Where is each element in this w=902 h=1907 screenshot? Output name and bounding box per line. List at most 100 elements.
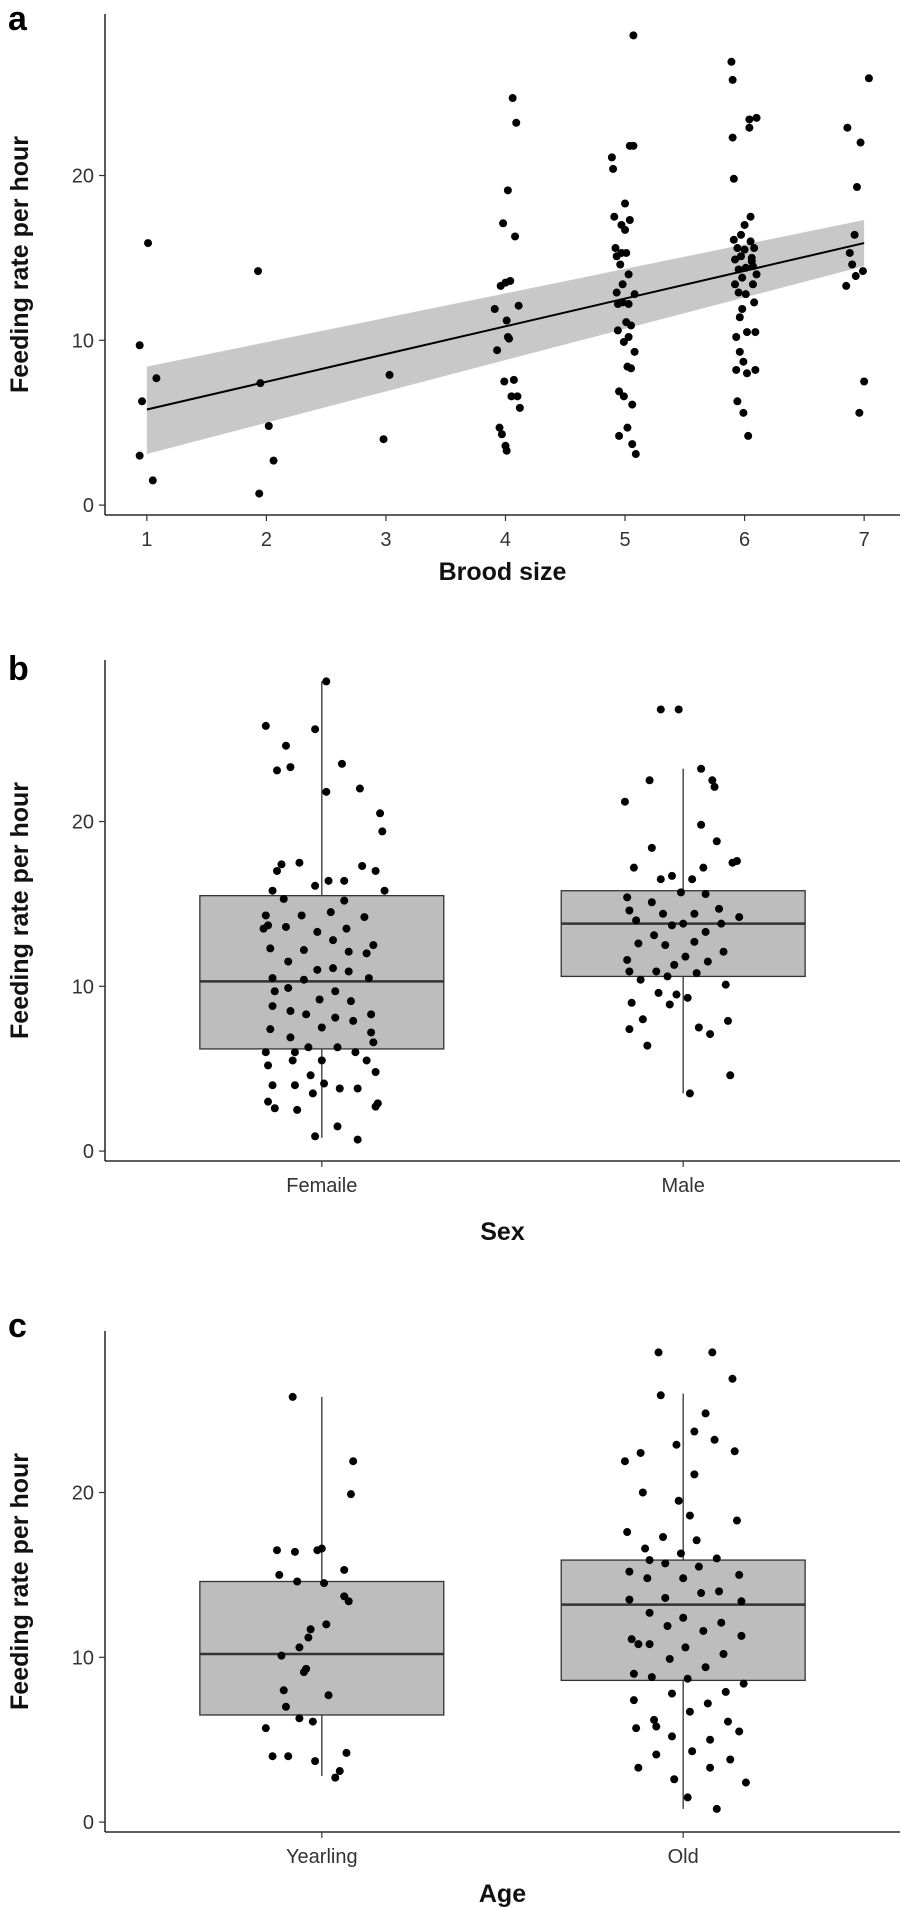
data-point — [701, 927, 710, 936]
data-point — [259, 924, 268, 933]
data-point — [509, 375, 518, 384]
data-point — [638, 1015, 647, 1024]
data-point — [622, 248, 631, 257]
data-point — [645, 776, 654, 785]
data-point — [329, 936, 338, 945]
data-point — [647, 843, 656, 852]
data-point — [277, 860, 286, 869]
data-point — [266, 1025, 275, 1034]
data-point — [281, 741, 290, 750]
data-point — [739, 357, 748, 366]
y-axis-title: Feeding rate per hour — [6, 782, 34, 1039]
data-point — [311, 1132, 320, 1141]
data-point — [739, 408, 748, 417]
data-point — [697, 1589, 706, 1598]
data-point — [685, 1511, 694, 1520]
data-point — [311, 725, 320, 734]
data-point — [650, 1715, 659, 1724]
data-point — [624, 270, 633, 279]
data-point — [313, 927, 322, 936]
data-point — [692, 1536, 701, 1545]
data-point — [661, 941, 670, 950]
data-point — [688, 875, 697, 884]
data-point — [493, 346, 502, 355]
data-point — [629, 1696, 638, 1705]
data-point — [690, 1427, 699, 1436]
data-point — [295, 858, 304, 867]
data-point — [275, 1570, 284, 1579]
data-point — [367, 1010, 376, 1019]
data-point — [342, 1748, 351, 1757]
data-point — [710, 1435, 719, 1444]
data-point — [741, 290, 750, 299]
data-point — [623, 423, 632, 432]
data-point — [685, 1707, 694, 1716]
data-point — [627, 998, 636, 1007]
data-point — [379, 435, 388, 444]
data-point — [152, 374, 161, 383]
data-point — [629, 863, 638, 872]
x-axis-title: Brood size — [439, 558, 567, 586]
data-point — [726, 1755, 735, 1764]
data-point — [261, 721, 270, 730]
box-iqr — [560, 890, 806, 978]
data-point — [701, 890, 710, 899]
data-point — [699, 1626, 708, 1635]
data-point — [264, 1061, 273, 1070]
data-point — [674, 705, 683, 714]
data-point — [661, 1559, 670, 1568]
data-point — [676, 1549, 685, 1558]
data-point — [277, 1651, 286, 1660]
data-point — [302, 1664, 311, 1673]
data-point — [506, 276, 515, 285]
data-point — [500, 377, 509, 386]
data-point — [135, 451, 144, 460]
data-point — [279, 1686, 288, 1695]
data-point — [304, 1633, 313, 1642]
data-point — [663, 972, 672, 981]
data-point — [632, 916, 641, 925]
data-point — [497, 430, 506, 439]
data-point — [619, 392, 628, 401]
data-point — [380, 886, 389, 895]
data-point — [349, 1457, 358, 1466]
data-point — [852, 183, 861, 192]
data-point — [268, 886, 277, 895]
data-point — [270, 1104, 279, 1113]
data-point — [628, 400, 637, 409]
data-point — [636, 1448, 645, 1457]
data-point — [326, 908, 335, 917]
x-tick-label: 3 — [380, 529, 391, 551]
data-point — [750, 244, 759, 253]
data-point — [647, 898, 656, 907]
data-point — [842, 281, 851, 290]
data-point — [279, 894, 288, 903]
data-point — [268, 974, 277, 983]
data-point — [148, 476, 157, 485]
data-point — [623, 955, 632, 964]
y-tick-label: 10 — [72, 1647, 94, 1669]
data-point — [623, 1528, 632, 1537]
data-point — [362, 949, 371, 958]
data-point — [351, 1048, 360, 1057]
data-point — [701, 1409, 710, 1418]
data-point — [311, 881, 320, 890]
data-point — [264, 422, 273, 431]
data-point — [624, 333, 633, 342]
data-point — [708, 776, 717, 785]
data-point — [729, 235, 738, 244]
data-point — [645, 1608, 654, 1617]
data-point — [652, 1722, 661, 1731]
data-point — [615, 387, 624, 396]
data-point — [683, 993, 692, 1002]
data-point — [699, 863, 708, 872]
data-point — [620, 797, 629, 806]
data-point — [636, 975, 645, 984]
data-point — [654, 1348, 663, 1357]
data-point — [697, 764, 706, 773]
data-point — [503, 186, 512, 195]
data-point — [634, 939, 643, 948]
data-point — [654, 988, 663, 997]
data-point — [731, 280, 740, 289]
data-point — [652, 1750, 661, 1759]
